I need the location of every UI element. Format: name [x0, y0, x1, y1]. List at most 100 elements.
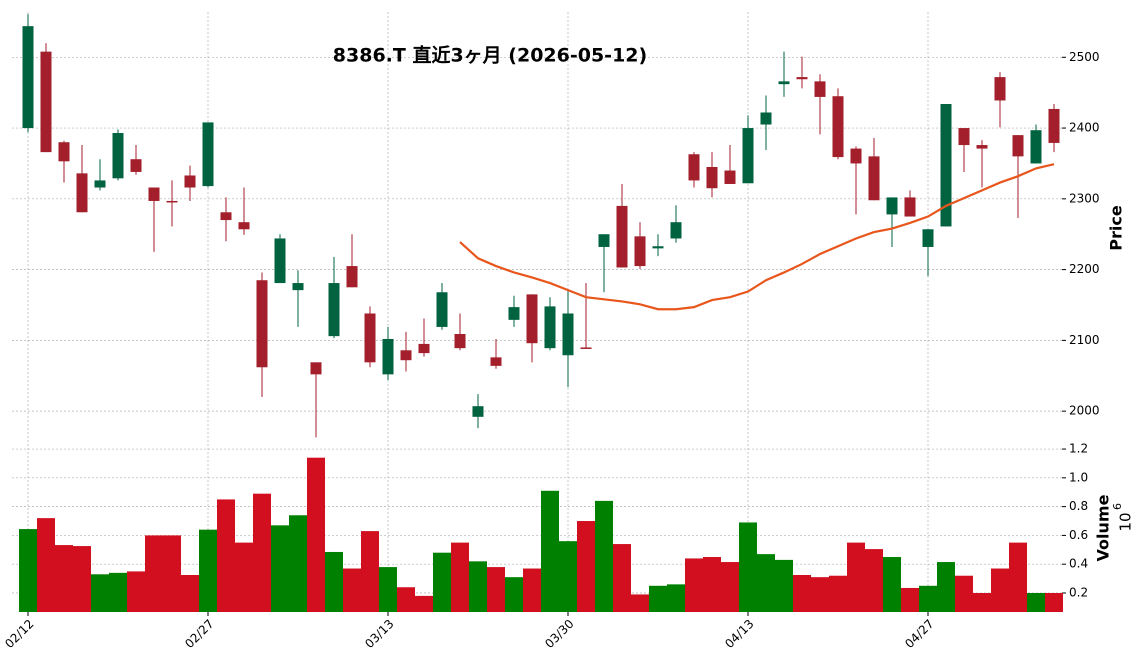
candle-body — [292, 283, 304, 291]
price-axis-label: Price — [1107, 205, 1126, 251]
candle-body — [994, 77, 1006, 101]
volume-bar — [757, 554, 775, 612]
volume-bar — [307, 457, 325, 612]
volume-bar — [433, 552, 451, 612]
volume-bar — [865, 549, 883, 612]
volume-bar — [271, 525, 289, 612]
candle-body — [1048, 108, 1060, 143]
candle-body — [1012, 135, 1024, 157]
volume-bar — [73, 546, 91, 612]
volume-bar — [199, 529, 217, 612]
volume-bar — [91, 574, 109, 612]
candle-body — [238, 222, 250, 230]
candle-body — [598, 234, 610, 247]
multiplier-base: 10 — [1117, 512, 1135, 531]
y-tick-label: 2300 — [1069, 191, 1100, 205]
candle-body — [508, 307, 520, 320]
y-tick-label: 0.4 — [1069, 557, 1088, 571]
candle-body — [688, 154, 700, 181]
volume-bar — [181, 575, 199, 612]
y-tick-label: 2500 — [1069, 50, 1100, 64]
volume-bar — [1009, 542, 1027, 612]
volume-bar — [937, 562, 955, 612]
candle-body — [346, 266, 358, 288]
volume-bar — [343, 568, 361, 612]
x-tick-label: 03/13 — [362, 617, 396, 651]
volume-bar — [109, 572, 127, 612]
volume-bar — [883, 557, 901, 612]
volume-bar — [577, 521, 595, 612]
volume-bar — [919, 585, 937, 612]
candle-body — [310, 362, 322, 375]
volume-bar — [253, 493, 271, 612]
y-tick-label: 2200 — [1069, 262, 1100, 276]
candle-body — [922, 229, 934, 247]
chart-title: 8386.T 直近3ヶ月 (2026-05-12) — [333, 44, 647, 67]
volume-bar — [631, 594, 649, 612]
candle-body — [94, 180, 106, 188]
candle-body — [652, 246, 664, 249]
candle-body — [454, 334, 466, 349]
x-tick-label: 02/27 — [182, 617, 216, 651]
candle-body — [490, 357, 502, 366]
candle-body — [940, 104, 952, 227]
volume-bar — [847, 542, 865, 612]
volume-bar — [469, 561, 487, 612]
candle-body — [778, 81, 790, 85]
volume-bar — [415, 595, 433, 612]
volume-multiplier: 10 6 — [1111, 503, 1135, 532]
candle-body — [976, 145, 988, 149]
volume-bar — [667, 584, 685, 612]
volume-bar — [523, 568, 541, 612]
candle-body — [328, 283, 340, 337]
volume-bar — [235, 542, 253, 612]
candle-body — [526, 294, 538, 344]
volume-bar — [163, 535, 181, 612]
candle-body — [616, 205, 628, 268]
y-tick-label: 1.0 — [1069, 470, 1088, 484]
candle-body — [580, 347, 592, 349]
volume-bar — [721, 562, 739, 612]
candle-body — [382, 338, 394, 375]
volume-bar — [901, 587, 919, 612]
candle-body — [112, 133, 124, 179]
y-tick-label: 2400 — [1069, 121, 1100, 135]
volume-bar — [739, 522, 757, 612]
x-tick-label: 04/27 — [902, 617, 936, 651]
candle-body — [148, 187, 160, 201]
candle-body — [760, 112, 772, 125]
volume-bar — [289, 515, 307, 612]
candle-body — [634, 236, 646, 267]
volume-bar — [595, 500, 613, 612]
moving-average — [459, 163, 1055, 311]
volume-bar — [361, 531, 379, 612]
volume-bar — [991, 568, 1009, 612]
volume-bar — [685, 558, 703, 612]
x-tick-label: 03/30 — [542, 617, 576, 651]
candle-body — [706, 166, 718, 189]
candle-body — [22, 26, 34, 129]
volume-bar — [541, 490, 559, 612]
candle-body — [904, 197, 916, 217]
candle-body — [76, 173, 88, 213]
candle-body — [166, 200, 178, 203]
y-tick-label: 1.2 — [1069, 442, 1088, 456]
volume-bar — [649, 585, 667, 612]
x-tick-label: 02/12 — [2, 617, 36, 651]
volume-bar — [379, 567, 397, 612]
multiplier-exponent: 6 — [1111, 503, 1124, 510]
volume-bar — [1045, 592, 1063, 612]
volume-bar — [811, 577, 829, 612]
volume-bar — [613, 544, 631, 612]
volume-bar — [829, 575, 847, 612]
volume-bar — [145, 535, 163, 612]
volume-bar — [955, 575, 973, 612]
volume-bar — [451, 542, 469, 612]
candle-body — [220, 212, 232, 221]
candle-body — [886, 197, 898, 215]
volume-bar — [775, 559, 793, 612]
volume-bar — [505, 577, 523, 612]
candle-body — [958, 128, 970, 146]
x-tick-label: 04/13 — [722, 617, 756, 651]
